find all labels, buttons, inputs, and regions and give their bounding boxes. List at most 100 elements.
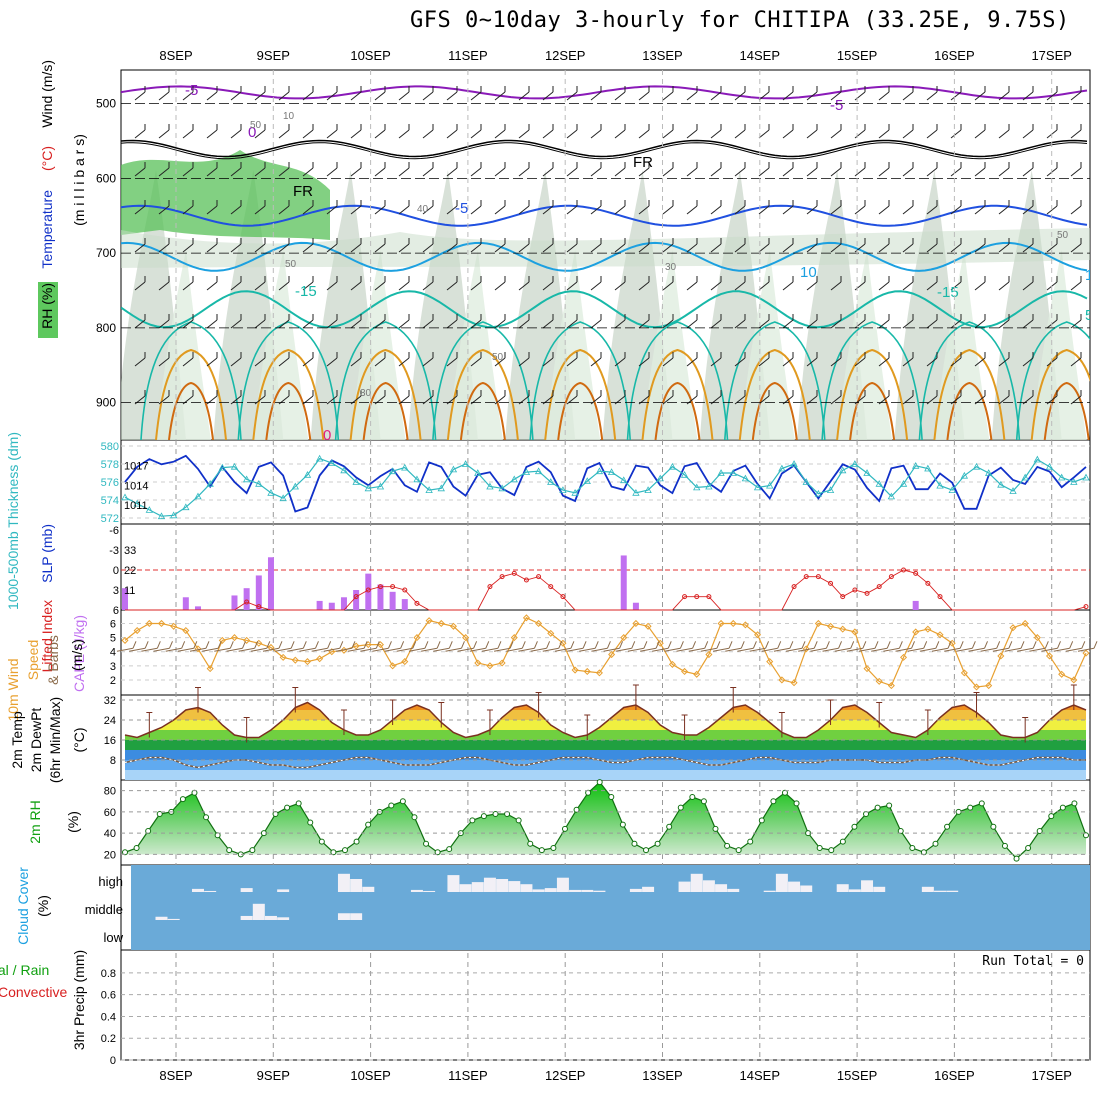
wind-barb-10m-tick — [193, 641, 198, 649]
wind-barb — [446, 167, 458, 177]
cloud-bar — [788, 881, 801, 892]
contour-label: -5 — [455, 200, 468, 217]
thickness-point — [583, 477, 591, 484]
wind-tick-label: 5 — [110, 633, 116, 645]
thickness-point — [972, 462, 981, 470]
rh-point — [133, 845, 140, 851]
rh-point — [781, 789, 788, 796]
upper-pressure-label: (m i l l i b a r s) — [71, 134, 87, 226]
wind-barb — [950, 91, 962, 101]
cloud-bar — [277, 889, 290, 892]
isotherm-warm — [836, 348, 909, 440]
wind-barb — [374, 129, 386, 139]
wind-barb-10m-tick — [1069, 641, 1074, 649]
rh-point — [724, 842, 731, 849]
thickness-point — [121, 493, 129, 501]
wind-barb-10m-tick — [485, 641, 490, 649]
isotherm-hot — [751, 381, 798, 440]
li-point — [913, 570, 919, 576]
thickness-point — [255, 479, 263, 487]
rh-moist-area — [121, 150, 330, 240]
rh-band — [121, 228, 1090, 268]
wind-barb-10m — [956, 647, 973, 652]
cape-tick-label: 11 — [124, 585, 135, 597]
wind-barb — [350, 281, 362, 291]
temp-tick-label: 32 — [104, 695, 116, 707]
wind-barb-10m — [457, 647, 474, 652]
wind-speed-point — [960, 669, 968, 677]
thickness-point — [461, 460, 470, 467]
li-point — [377, 584, 383, 590]
wind-barb — [326, 357, 338, 367]
wind-barb — [182, 91, 194, 101]
wind-barb — [158, 129, 170, 139]
rh-point — [249, 847, 256, 854]
wind-barb — [350, 357, 362, 367]
wind-barb — [734, 281, 746, 291]
wind-speed-point — [267, 643, 275, 652]
rh-point — [1025, 845, 1032, 851]
isotherm-hot — [849, 381, 896, 440]
wind-barb — [278, 243, 290, 253]
wind-barb — [686, 243, 698, 253]
wind-barb — [998, 319, 1010, 329]
wind-barb — [398, 167, 410, 177]
wind-barb — [926, 319, 938, 329]
isotherm-warm — [1030, 348, 1090, 440]
cloud-bar — [593, 890, 606, 892]
wind-barb — [806, 167, 818, 177]
wind-barb — [494, 129, 506, 139]
thickness-point — [315, 454, 324, 462]
wind-barb-10m — [895, 647, 912, 652]
pressure-tick-label: 600 — [96, 171, 116, 185]
date-label-bottom: 10SEP — [350, 1068, 390, 1083]
wind-barb — [806, 205, 818, 215]
wind-barb — [278, 281, 290, 291]
contour-label: FR — [293, 183, 313, 200]
cloud-bar — [240, 915, 253, 920]
wind-barb-10m — [603, 647, 620, 652]
wind-barb — [566, 91, 578, 101]
wind-barb — [710, 281, 722, 291]
rh-shading-light — [934, 250, 990, 440]
cloud-bar — [532, 889, 545, 892]
rh-point — [631, 840, 638, 847]
rh-point — [527, 840, 534, 847]
rh-point — [469, 817, 476, 824]
wind-barb — [446, 205, 458, 215]
wind10-layer — [116, 614, 1098, 691]
wind-barb-10m — [737, 647, 754, 652]
wind-barb-10m-tick — [728, 641, 733, 649]
wind-barb — [206, 357, 218, 367]
wind-speed-point — [863, 665, 871, 673]
cape-tick-label: 33 — [124, 545, 136, 557]
rh-point — [619, 821, 626, 828]
wind-barb — [686, 319, 698, 329]
precip-tick-label: 0.4 — [101, 1011, 116, 1023]
cape-bar — [401, 599, 408, 610]
wind-speed-point — [510, 634, 518, 642]
cloud-bar — [715, 884, 728, 892]
rh-shading-light — [350, 250, 406, 440]
thickness-point — [206, 479, 214, 487]
wind-barb — [206, 91, 218, 101]
thickness-point — [814, 489, 823, 497]
wind-barb — [950, 357, 962, 367]
minmax-label: (6hr Min/Max) — [47, 697, 63, 783]
axis-text: 5006007008009005805785765745721017101410… — [85, 97, 149, 1067]
pressure-tick-label: 700 — [96, 246, 116, 260]
wind-barb — [926, 91, 938, 101]
isotherm-freezing — [121, 139, 1088, 158]
wind-barb — [422, 167, 434, 177]
wind-barb — [662, 395, 674, 405]
wind-barb — [902, 91, 914, 101]
rh-point — [828, 847, 835, 854]
rh-point — [608, 794, 615, 800]
wind-barb-10m — [871, 647, 888, 652]
wind-barb-10m-tick — [400, 641, 405, 649]
thickness-tick-label: 572 — [101, 513, 119, 525]
wind-speed-point — [133, 626, 141, 635]
contour-label: 50 — [492, 352, 504, 363]
wind-barb — [134, 129, 146, 139]
wind-barb — [686, 281, 698, 291]
